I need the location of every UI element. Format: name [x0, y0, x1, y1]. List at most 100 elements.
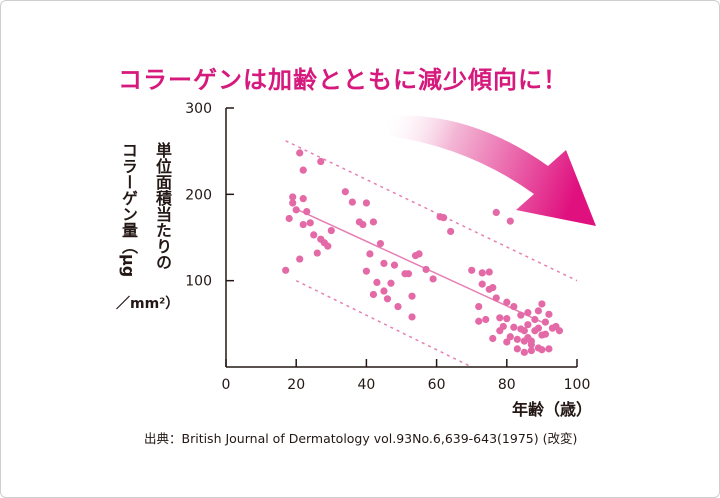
data-point [285, 214, 293, 223]
x-tick-label: 0 [222, 377, 231, 393]
upper-band-line [285, 140, 578, 282]
data-point [538, 346, 546, 354]
data-point [527, 340, 535, 349]
data-point [296, 149, 304, 157]
data-point [503, 315, 511, 323]
x-tick-label: 100 [564, 377, 591, 393]
data-point [296, 255, 304, 263]
trend-line [295, 208, 543, 323]
data-point [390, 261, 399, 269]
data-point [380, 287, 388, 295]
data-point [534, 307, 542, 315]
data-point [408, 313, 416, 321]
trend-arrow-icon [384, 115, 596, 226]
data-point [475, 302, 483, 311]
data-point [394, 302, 402, 311]
source-citation: 出典：British Journal of Dermatology vol.93… [144, 431, 578, 446]
data-point [513, 335, 521, 343]
data-point [289, 193, 297, 201]
data-point [534, 324, 542, 332]
data-point [313, 249, 321, 257]
data-point [380, 259, 388, 267]
data-point [506, 217, 514, 225]
data-point [292, 206, 300, 214]
data-point [408, 292, 416, 300]
data-point [520, 348, 528, 356]
data-point [492, 208, 500, 217]
y-axis-label-line2: コラーゲン量（μg [119, 142, 138, 278]
data-point [422, 265, 430, 274]
data-point [383, 295, 392, 303]
data-point [404, 270, 413, 278]
x-axis-label: 年齢（歳） [512, 400, 593, 419]
data-point [538, 300, 546, 308]
data-point [499, 322, 507, 331]
data-point [376, 239, 385, 248]
data-point [513, 345, 521, 353]
lower-band-line [295, 279, 473, 368]
data-point [341, 188, 349, 196]
x-tick-label: 20 [287, 377, 305, 393]
data-point [362, 267, 370, 275]
data-point [489, 283, 497, 292]
x-tick-label: 80 [498, 377, 516, 393]
data-point [299, 195, 307, 203]
data-point [369, 290, 378, 299]
data-point [282, 266, 290, 274]
data-point [348, 198, 356, 206]
data-point [306, 219, 314, 227]
x-tick-label: 60 [428, 377, 446, 393]
data-point [475, 317, 483, 325]
data-point [517, 311, 525, 319]
data-point [429, 275, 437, 283]
data-point [303, 208, 311, 216]
data-point [527, 346, 535, 355]
x-tick-label: 40 [357, 377, 375, 393]
y-tick-label: 100 [185, 274, 212, 290]
y-axis-label-line1: 単位面積当たりの [153, 142, 172, 270]
headline: コラーゲンは加齢とともに減少傾向に！ [118, 66, 568, 94]
data-point [317, 157, 325, 166]
data-point [468, 266, 476, 274]
data-point [510, 323, 518, 331]
data-point [503, 298, 511, 306]
data-point [310, 231, 318, 239]
data-point [541, 330, 550, 338]
y-tick-label: 200 [185, 187, 212, 203]
data-point [482, 315, 490, 324]
data-point [299, 220, 307, 229]
data-point [524, 309, 532, 317]
data-point [387, 279, 395, 287]
data-point [359, 220, 367, 229]
data-point [524, 321, 532, 329]
data-point [503, 338, 511, 346]
data-point [545, 310, 553, 318]
data-point [478, 280, 486, 288]
data-point [545, 345, 553, 353]
data-point [289, 199, 297, 207]
data-point [496, 314, 504, 322]
data-point [541, 318, 550, 326]
data-point [327, 226, 335, 235]
y-tick-label: 300 [185, 101, 212, 117]
data-point [440, 214, 448, 222]
data-point [506, 333, 514, 341]
data-point [447, 227, 455, 236]
data-point [478, 269, 486, 277]
data-point [531, 315, 539, 324]
data-point [489, 334, 497, 343]
data-point [520, 327, 528, 335]
data-point [415, 250, 423, 258]
data-point [299, 166, 307, 174]
data-point [492, 294, 500, 302]
data-point [555, 327, 564, 335]
data-point [324, 242, 332, 250]
data-point [362, 199, 370, 207]
data-point [510, 302, 518, 311]
data-point [369, 218, 378, 226]
data-point [366, 250, 374, 258]
data-point [373, 278, 381, 286]
data-point [485, 268, 493, 276]
